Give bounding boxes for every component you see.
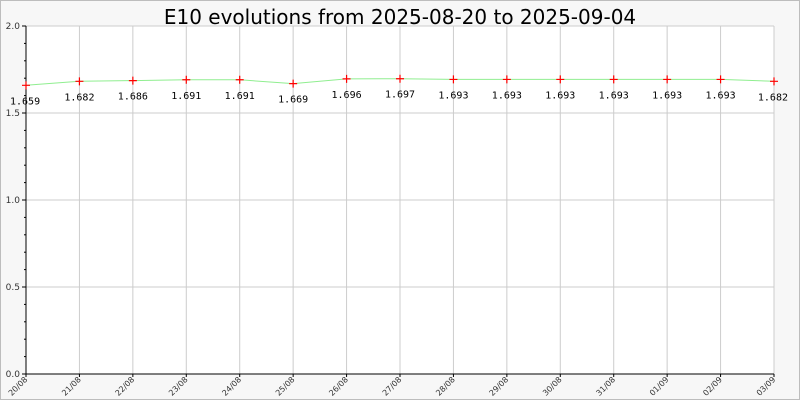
data-point-marker bbox=[22, 81, 30, 90]
y-tick-label: 0.0 bbox=[6, 370, 21, 380]
x-tick-label: 26/08 bbox=[327, 375, 350, 398]
data-label: 1.691 bbox=[171, 91, 201, 102]
data-label: 1.693 bbox=[599, 90, 629, 101]
x-tick-label: 22/08 bbox=[114, 375, 137, 398]
x-tick-label: 23/08 bbox=[167, 375, 190, 398]
x-tick-label: 21/08 bbox=[60, 375, 83, 398]
data-point-marker bbox=[396, 74, 404, 83]
x-tick-label: 31/08 bbox=[594, 375, 617, 398]
x-tick-label: 27/08 bbox=[381, 375, 404, 398]
x-tick-label: 24/08 bbox=[220, 375, 243, 398]
data-point-marker bbox=[663, 75, 672, 84]
data-point-marker bbox=[289, 79, 298, 88]
data-point-marker bbox=[770, 77, 778, 86]
x-tick-label: 01/09 bbox=[648, 375, 671, 398]
data-label: 1.693 bbox=[706, 90, 736, 101]
data-point-marker bbox=[716, 75, 725, 84]
data-point-marker bbox=[502, 75, 511, 84]
data-point-marker bbox=[235, 75, 244, 84]
y-tick-label: 1.0 bbox=[6, 196, 21, 206]
data-label: 1.682 bbox=[758, 92, 788, 103]
data-label: 1.696 bbox=[332, 90, 362, 101]
data-point-marker bbox=[128, 76, 137, 85]
data-label: 1.669 bbox=[278, 95, 308, 106]
y-tick-label: 1.5 bbox=[6, 109, 20, 119]
x-tick-label: 02/09 bbox=[701, 375, 724, 398]
data-label: 1.693 bbox=[545, 90, 575, 101]
x-tick-label: 25/08 bbox=[274, 375, 297, 398]
data-label: 1.686 bbox=[118, 92, 148, 103]
data-point-marker bbox=[556, 75, 565, 84]
data-label: 1.693 bbox=[652, 90, 682, 101]
data-point-marker bbox=[75, 77, 84, 86]
data-point-marker bbox=[609, 75, 618, 84]
data-point-marker bbox=[182, 75, 191, 84]
data-label: 1.682 bbox=[64, 92, 94, 103]
data-label: 1.697 bbox=[385, 90, 415, 101]
x-tick-label: 30/08 bbox=[541, 375, 564, 398]
data-label: 1.691 bbox=[225, 91, 255, 102]
x-tick-label: 29/08 bbox=[488, 375, 511, 398]
data-label: 1.693 bbox=[492, 90, 522, 101]
data-label: 1.693 bbox=[438, 90, 468, 101]
data-point-marker bbox=[342, 74, 351, 83]
y-tick-label: 2.0 bbox=[6, 22, 21, 32]
chart-title: E10 evolutions from 2025-08-20 to 2025-0… bbox=[163, 5, 637, 29]
x-tick-label: 28/08 bbox=[434, 375, 457, 398]
data-point-marker bbox=[449, 75, 458, 84]
x-tick-label: 03/09 bbox=[755, 375, 778, 398]
data-label: 1.659 bbox=[10, 96, 40, 107]
y-tick-label: 0.5 bbox=[6, 283, 20, 293]
